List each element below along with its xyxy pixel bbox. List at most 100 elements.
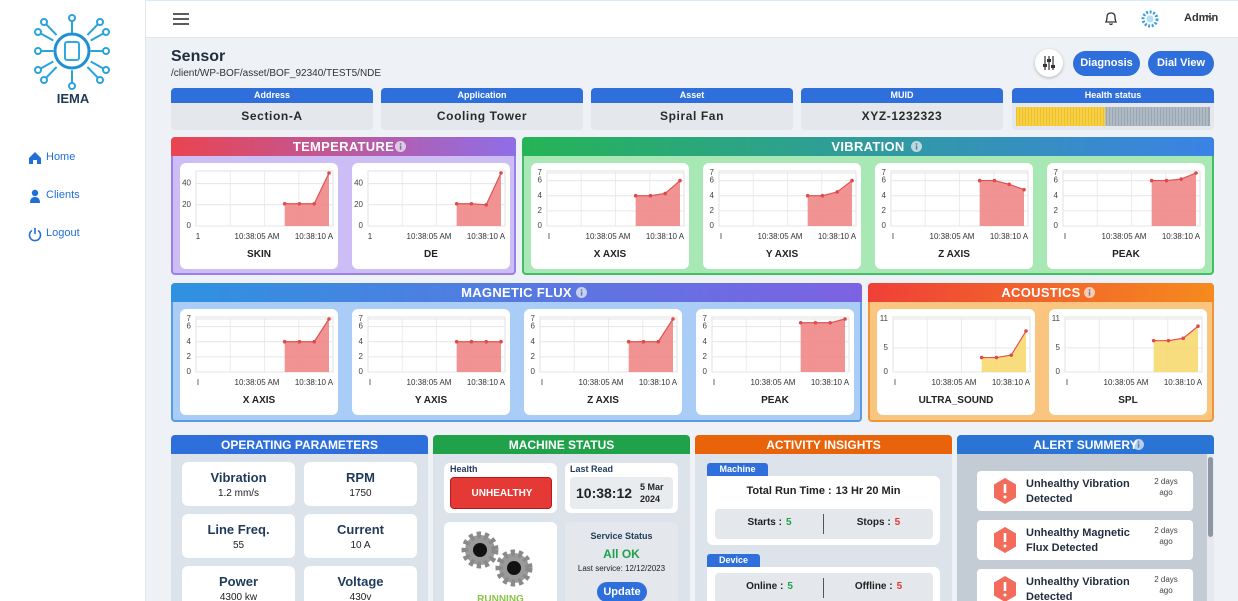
nav-item[interactable]: Home: [26, 150, 126, 168]
info-stem: [1137, 443, 1140, 448]
chart-name: DE: [424, 249, 438, 260]
chevron: [1206, 14, 1216, 20]
mini-chart: 0 5 11 I 10:38:05 AM 10:38:10 A: [1052, 314, 1203, 387]
point: [484, 339, 489, 344]
parameter-tile: Vibration 1.2 mm/s: [182, 462, 295, 506]
info-label: Asset: [679, 90, 705, 100]
panel-header: MACHINE STATUS: [433, 435, 690, 454]
logo-node: [102, 28, 110, 36]
point: [805, 193, 810, 198]
alert-card[interactable]: Unhealthy Vibration Detected 2 days ago: [977, 471, 1193, 511]
point: [469, 339, 474, 344]
alert-card[interactable]: Unhealthy Vibration Detected 2 days ago: [977, 569, 1193, 601]
panel-title: VIBRATION: [831, 139, 905, 154]
point: [1196, 324, 1200, 329]
user-name[interactable]: Admin: [1184, 12, 1219, 24]
health-badge: UNHEALTHY: [450, 477, 552, 509]
line: [807, 180, 853, 197]
alert-time: 2 days ago: [1154, 575, 1178, 595]
header-button[interactable]: Dial View: [1148, 51, 1214, 76]
x-tick-label: 10:38:05 AM: [235, 232, 280, 241]
last-service: Last service: 12/12/2023: [577, 564, 666, 573]
x-tick-label: 10:38:10 A: [295, 232, 334, 241]
point: [1151, 338, 1156, 343]
stat-divider: [823, 578, 824, 598]
mini-chart: 0 20 40 1 10:38:05 AM 10:38:10 A: [354, 170, 506, 241]
info-header: Application: [381, 88, 583, 103]
nav-item[interactable]: Logout: [26, 226, 126, 244]
point: [499, 339, 503, 344]
panel-header: VIBRATION: [522, 137, 1214, 156]
x-tick-label: I: [197, 378, 199, 387]
icon: [28, 228, 42, 242]
parameter-value: 10 A: [350, 540, 371, 551]
alert-card[interactable]: Unhealthy Magnetic Flux Detected 2 days a…: [977, 520, 1193, 560]
y-tick-label: 7: [710, 168, 715, 177]
health-caption: Health: [450, 464, 478, 474]
alert-time: 2 days ago: [1154, 526, 1178, 546]
mini-chart: 0 2 4 67 I 10:38:05 AM 10:38:10 A: [187, 314, 334, 387]
x-tick-label: 10:38:05 AM: [235, 378, 280, 387]
x-tick-label: 10:38:05 AM: [930, 232, 975, 241]
x-tick-label: 10:38:10 A: [646, 232, 685, 241]
y-tick-label: 7: [703, 314, 708, 323]
logo-node: [40, 76, 48, 84]
stat-value: 5: [896, 581, 903, 592]
panel-header: MAGNETIC FLUX: [171, 283, 862, 302]
point: [633, 193, 638, 198]
x-tick-label: I: [541, 378, 543, 387]
avatar-core: [1146, 15, 1154, 23]
y-tick-label: 7: [1054, 168, 1059, 177]
panel-header: ACOUSTICS: [868, 283, 1214, 302]
x-tick-label: I: [548, 232, 550, 241]
area: [1151, 173, 1196, 226]
point: [312, 201, 317, 206]
parameter-label: RPM: [346, 470, 375, 485]
gears: [461, 531, 533, 587]
button-label[interactable]: Update: [603, 586, 641, 598]
chart-name: PEAK: [761, 395, 789, 406]
filter-button[interactable]: [1035, 49, 1063, 77]
y-tick-label: 4: [882, 191, 887, 200]
chart-name: SKIN: [247, 249, 271, 260]
y-tick-label: 6: [1054, 176, 1059, 185]
topbar: Admin: [146, 0, 1238, 38]
y-tick-label: 6: [359, 322, 364, 331]
point: [979, 355, 984, 360]
nav-item[interactable]: Clients: [26, 188, 126, 206]
y-tick-label: 4: [703, 337, 708, 346]
panel-title: ACTIVITY INSIGHTS: [766, 438, 881, 452]
last-read-caption: Last Read: [570, 464, 614, 474]
y-tick-label: 4: [538, 191, 543, 200]
area: [284, 319, 329, 372]
read-time: 10:38:12: [576, 485, 633, 501]
point: [798, 320, 803, 325]
panel-title: ACOUSTICS: [1001, 285, 1081, 300]
bell: [1104, 12, 1118, 23]
stat-value: 5: [787, 581, 793, 592]
point: [327, 317, 331, 321]
x-tick-label: 10:38:05 AM: [1104, 378, 1149, 387]
update-button[interactable]: Update: [597, 582, 647, 601]
chart-card: 0 2 4 6 7 I 10:38:05 AM 10:38:10 A Z AXIS: [875, 163, 1033, 269]
y-tick-label: 0: [882, 221, 887, 230]
alert-icon: [994, 576, 1016, 601]
button-label[interactable]: Diagnosis: [1080, 57, 1133, 69]
area: [979, 180, 1024, 226]
area: [456, 341, 501, 372]
button-label[interactable]: Dial View: [1156, 57, 1206, 69]
info-icon: [1083, 287, 1095, 298]
power-icon: [28, 229, 42, 242]
header-button[interactable]: Diagnosis: [1073, 51, 1140, 76]
parameter-tile: Current 10 A: [304, 514, 417, 558]
info-icon: [394, 141, 406, 152]
x-tick-label: 1: [368, 232, 373, 241]
user-body: [30, 197, 40, 203]
stat-row: Starts :5 Stops :5: [715, 509, 933, 539]
x-tick-label: 10:38:10 A: [992, 378, 1031, 387]
y-tick-label: 4: [710, 191, 715, 200]
point: [282, 201, 287, 206]
y-tick-label: 0: [187, 367, 192, 376]
chart-name: Y AXIS: [765, 249, 799, 260]
